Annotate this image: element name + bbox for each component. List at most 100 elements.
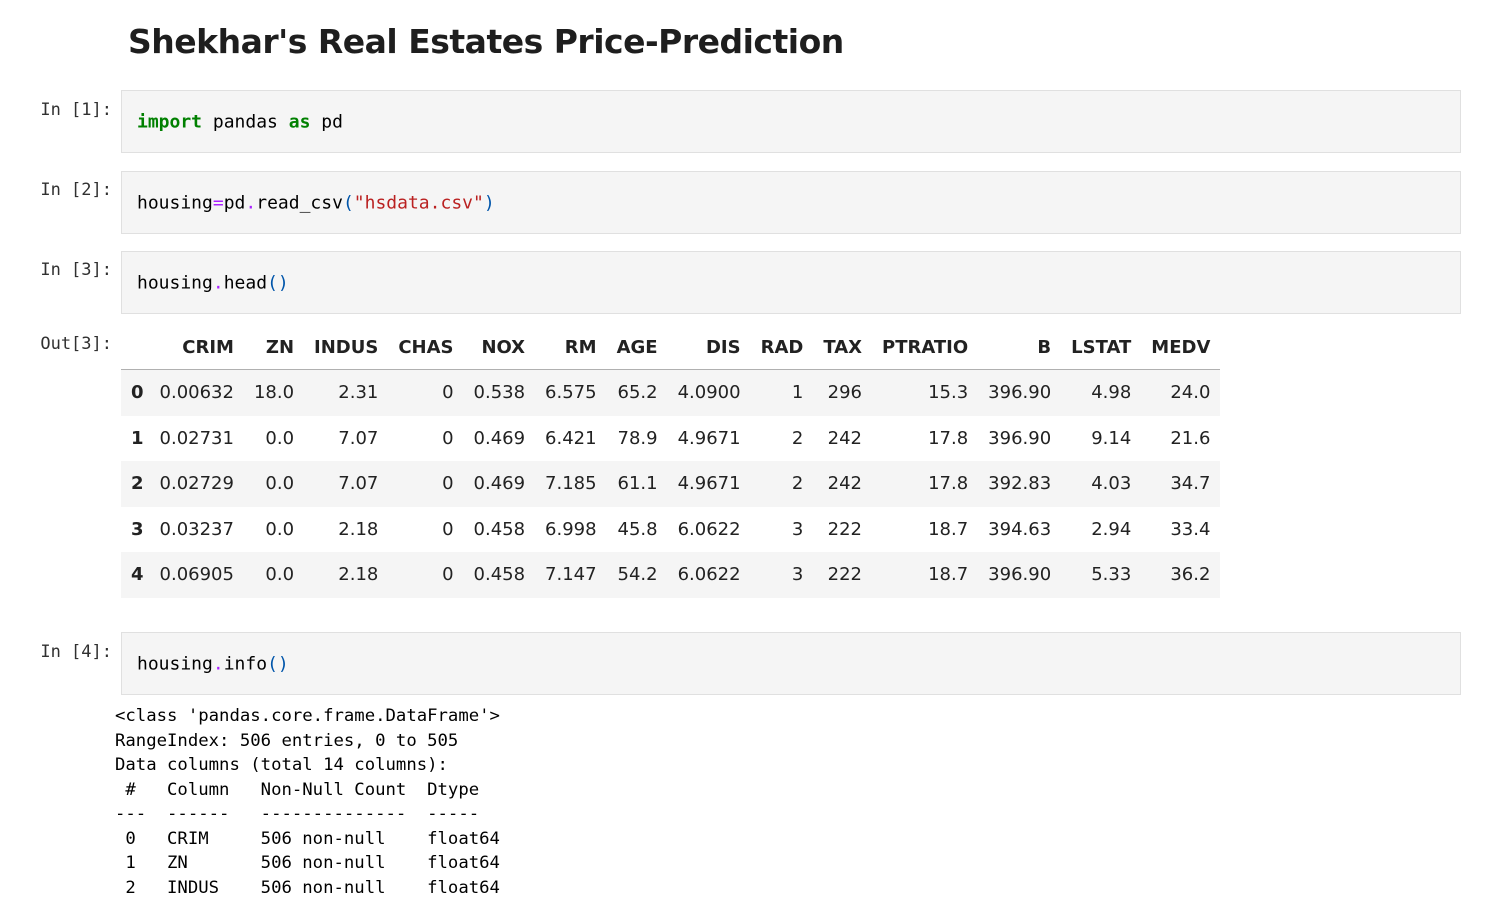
table-cell: 1: [791, 382, 804, 404]
table-cell: 0: [442, 427, 454, 449]
column-header: RM: [535, 325, 607, 370]
table-cell: 7.147: [545, 564, 597, 586]
string-argument: "hsdata.csv": [353, 192, 484, 213]
table-cell: 4.9671: [677, 427, 741, 449]
column-header: RAD: [750, 325, 814, 370]
code-cell-3[interactable]: housing.head(): [121, 251, 1461, 314]
table-cell: 17.8: [928, 473, 969, 495]
variable-housing: housing: [137, 192, 213, 213]
output-3-prompt: Out[3]:: [40, 334, 112, 354]
code-cell-4[interactable]: housing.info(): [121, 632, 1461, 695]
table-cell: 2.18: [338, 564, 379, 586]
code-cell-4-source[interactable]: housing.info(): [137, 653, 289, 674]
keyword-as: as: [288, 111, 311, 132]
cell-2-prompt: In [2]:: [40, 180, 112, 200]
table-row: 1 0.02731 0.0 7.07 0 0.469 6.421 78.9 4.9671 2 242…: [121, 416, 1220, 462]
index-header: [121, 325, 150, 370]
table-cell: 0.469: [473, 473, 526, 495]
table-cell: 6.0622: [677, 564, 741, 586]
table-cell: 0.469: [473, 427, 526, 449]
column-header: TAX: [813, 325, 873, 370]
table-cell: 396.90: [988, 427, 1052, 449]
variable-housing: housing: [137, 653, 213, 674]
table-cell: 396.90: [988, 564, 1052, 586]
table-row: 2 0.02729 0.0 7.07 0 0.469 7.185 61.1 4.9671 2 242…: [121, 461, 1221, 507]
column-header: ZN: [243, 325, 305, 370]
call-parens: (): [267, 272, 289, 293]
dot-operator: .: [212, 272, 224, 293]
row-index: 0: [131, 382, 144, 404]
stdout-line: # Column Non-Null Count Dtype: [115, 779, 500, 800]
table-cell: 0.0: [265, 518, 295, 540]
stdout-line: RangeIndex: 506 entries, 0 to 505: [115, 730, 459, 751]
stdout-line: 2 INDUS 506 non-null float64: [115, 877, 500, 898]
code-cell-1[interactable]: import pandas as pd: [121, 90, 1461, 153]
table-cell: 4.98: [1091, 382, 1132, 404]
table-cell: 17.8: [928, 427, 969, 449]
code-cell-2[interactable]: housing=pd.read_csv("hsdata.csv"): [121, 171, 1461, 234]
table-cell: 0.0: [265, 473, 295, 495]
table-cell: 0: [442, 382, 454, 404]
table-header-row: CRIM ZN INDUS CHAS NOX RM AGE DIS RAD TA…: [121, 325, 1221, 370]
table-body: 0 0.00632 18.0 2.31 0 0.538 6.575 65.2 4.0900 1 29…: [121, 369, 1221, 598]
table-cell: 6.421: [545, 427, 597, 449]
code-cell-1-source[interactable]: import pandas as pd: [137, 111, 343, 132]
cell-4-prompt: In [4]:: [40, 642, 112, 662]
cell-3-prompt: In [3]:: [40, 260, 112, 280]
table-cell: 7.07: [338, 473, 379, 495]
table-cell: 18.7: [928, 518, 969, 540]
table-cell: 6.575: [545, 382, 597, 404]
function-info: info: [223, 653, 268, 674]
table-cell: 2.18: [338, 518, 379, 540]
table-cell: 78.9: [617, 427, 658, 449]
alias-name: pd: [310, 111, 343, 132]
column-header: DIS: [667, 325, 751, 370]
code-cell-2-source[interactable]: housing=pd.read_csv("hsdata.csv"): [137, 192, 495, 213]
dataframe-output-table: CRIM ZN INDUS CHAS NOX RM AGE DIS RAD TA…: [121, 325, 1221, 598]
table-cell: 0.02731: [159, 427, 234, 449]
table-cell: 34.7: [1170, 473, 1211, 495]
stdout-line: --- ------ -------------- -----: [115, 804, 500, 824]
table-cell: 2: [791, 427, 804, 449]
table-cell: 222: [827, 518, 863, 540]
info-stdout-output: <class 'pandas.core.frame.DataFrame'> Ran…: [115, 704, 500, 900]
column-header: AGE: [606, 325, 668, 370]
table-cell: 18.7: [928, 564, 969, 586]
table-cell: 54.2: [617, 564, 658, 586]
table-cell: 242: [827, 473, 863, 495]
table-cell: 36.2: [1170, 564, 1211, 586]
table-cell: 24.0: [1170, 382, 1211, 404]
table-cell: 242: [827, 427, 863, 449]
call-parens: (): [267, 653, 289, 674]
table-cell: 4.03: [1091, 473, 1132, 495]
table-cell: 0.458: [473, 564, 526, 586]
table-cell: 5.33: [1091, 564, 1132, 586]
function-read-csv: read_csv: [256, 192, 343, 213]
column-header: CRIM: [149, 325, 244, 370]
table-cell: 0.03237: [159, 518, 234, 540]
table-cell: 61.1: [617, 473, 658, 495]
table-cell: 45.8: [617, 518, 658, 540]
table-cell: 0.00632: [159, 382, 234, 404]
module-name: pandas: [202, 111, 289, 132]
table-cell: 33.4: [1170, 518, 1211, 540]
column-header: MEDV: [1141, 325, 1221, 370]
open-paren: (: [342, 192, 354, 213]
cell-1-prompt: In [1]:: [40, 100, 112, 120]
function-head: head: [223, 272, 268, 293]
stdout-line: Data columns (total 14 columns):: [115, 755, 448, 775]
table-cell: 2.94: [1091, 518, 1132, 540]
column-header: B: [978, 325, 1062, 370]
table-cell: 0.458: [473, 518, 526, 540]
code-cell-3-source[interactable]: housing.head(): [137, 272, 289, 293]
table-cell: 392.83: [988, 473, 1052, 495]
table-cell: 21.6: [1170, 427, 1211, 449]
table-cell: 0.0: [265, 564, 295, 586]
table-cell: 3: [791, 518, 804, 540]
table-cell: 0: [442, 518, 454, 540]
table-cell: 4.0900: [677, 382, 741, 404]
table-cell: 0.06905: [159, 564, 234, 586]
row-index: 3: [131, 518, 144, 540]
table-cell: 7.07: [338, 427, 379, 449]
